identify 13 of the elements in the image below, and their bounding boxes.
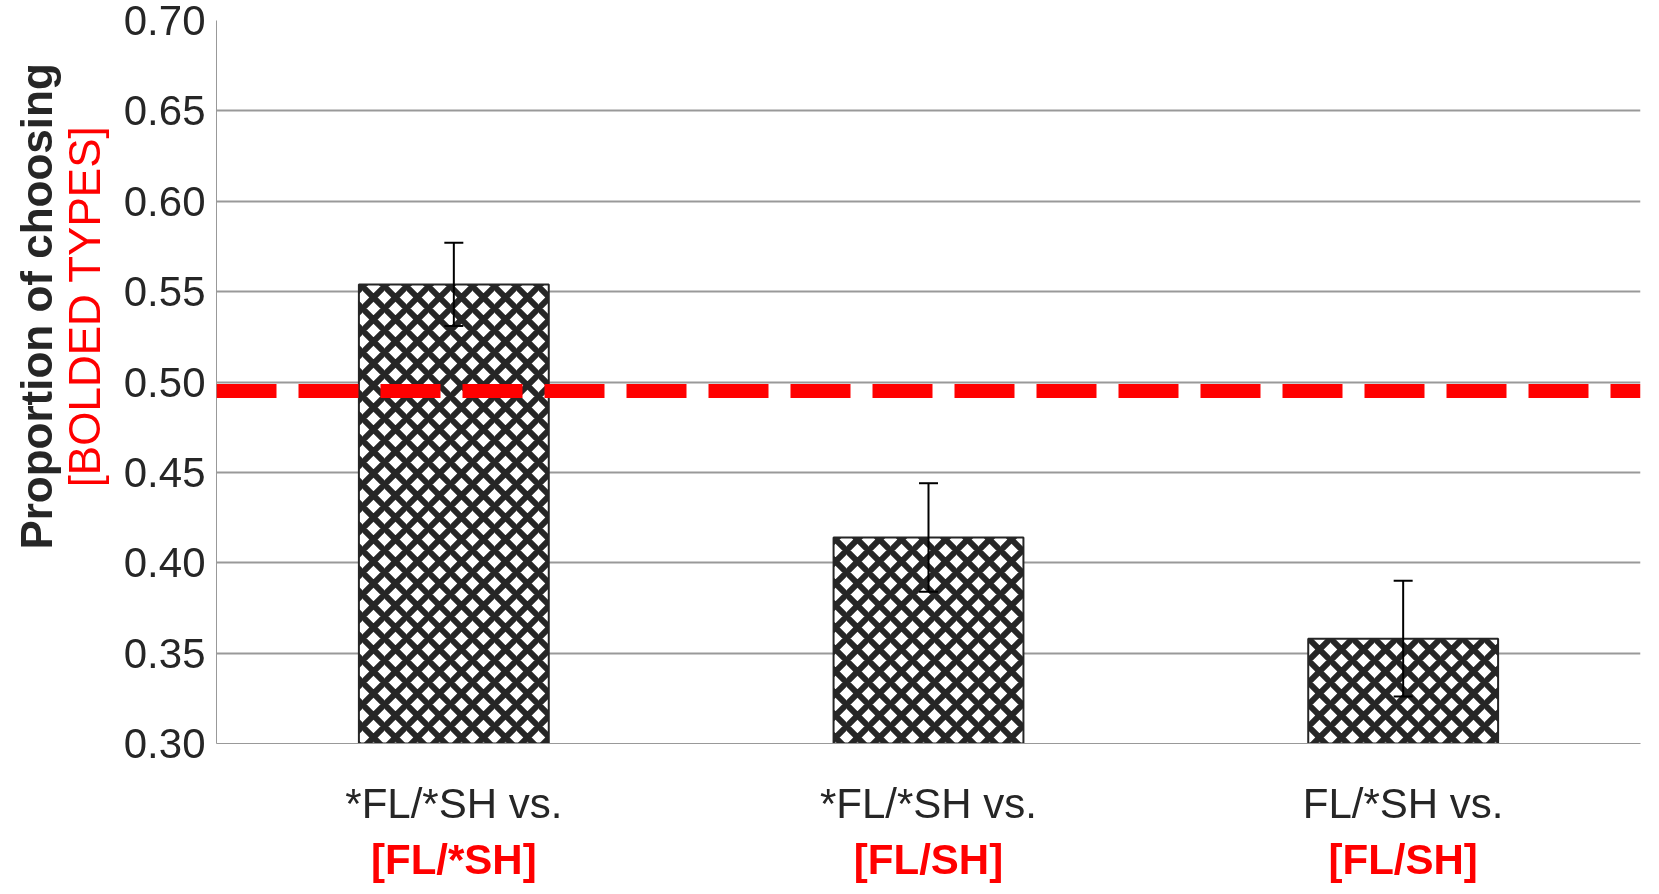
y-tick-label: 0.60 — [123, 177, 206, 225]
y-tick-label: 0.35 — [123, 629, 206, 677]
category-label: *FL/*SH vs. [FL/SH] — [819, 779, 1038, 883]
y-axis-title: Proportion of choosing [BOLDED TYPES] — [12, 63, 109, 550]
category-label: *FL/*SH vs. [FL/*SH] — [345, 779, 563, 883]
y-tick-label: 0.30 — [123, 720, 206, 767]
y-tick-label: 0.70 — [123, 0, 206, 44]
y-tick-label: 0.55 — [123, 268, 206, 316]
y-tick-label: 0.65 — [123, 87, 206, 135]
y-tick-label: 0.50 — [123, 358, 206, 406]
y-tick-label: 0.40 — [123, 539, 206, 587]
y-tick-label: 0.45 — [123, 448, 206, 496]
category-label: FL/*SH vs. [FL/SH] — [1302, 779, 1504, 883]
